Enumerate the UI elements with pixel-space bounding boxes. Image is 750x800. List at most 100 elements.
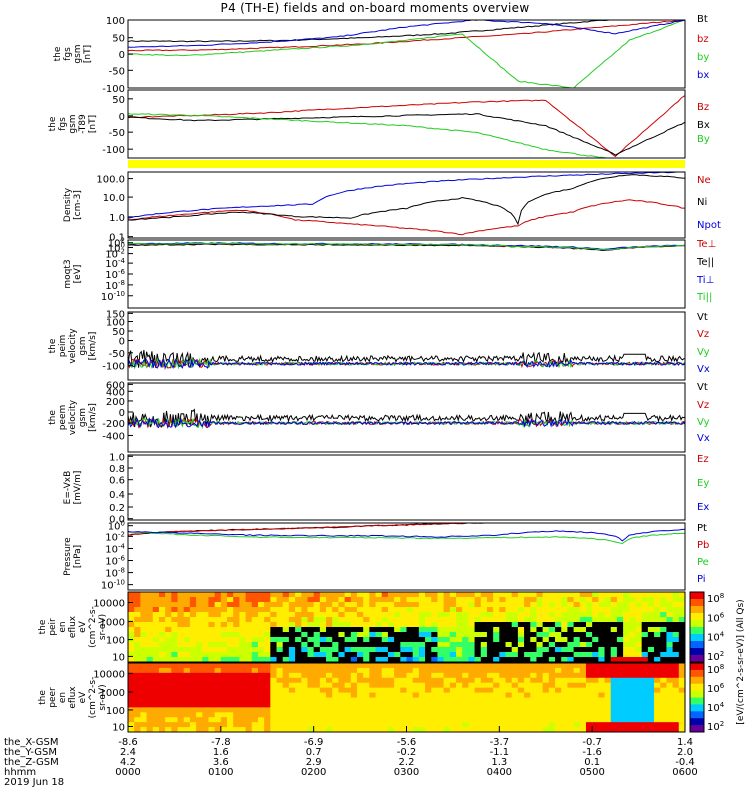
heatmap-cell (499, 637, 507, 643)
heatmap-cell (678, 627, 685, 633)
heatmap-cell (561, 692, 569, 699)
heatmap-cell (412, 642, 420, 648)
heatmap-cell (356, 657, 364, 662)
heatmap-cell (654, 652, 661, 658)
heatmap-cell (616, 672, 624, 679)
colorbar-segment (690, 697, 704, 705)
heatmap-cell (227, 707, 234, 713)
heatmap-cell (406, 722, 414, 728)
heatmap-cell (672, 652, 680, 658)
heatmap-cell (319, 682, 327, 689)
heatmap-cell (338, 622, 346, 628)
heatmap-cell (270, 707, 278, 713)
heatmap-cell (332, 727, 340, 732)
heatmap-cell (660, 647, 668, 653)
heatmap-cell (530, 727, 538, 732)
heatmap-cell (406, 687, 414, 694)
heatmap-cell (511, 607, 519, 613)
ytick-label: 50 (112, 34, 125, 45)
heatmap-cell (542, 697, 550, 704)
heatmap-cell (579, 637, 587, 643)
heatmap-cell (189, 652, 197, 658)
heatmap-cell (443, 652, 451, 658)
heatmap-cell (313, 682, 321, 689)
heatmap-cell (165, 667, 172, 674)
heatmap-cell (140, 702, 148, 708)
heatmap-cell (456, 677, 463, 684)
heatmap-cell (177, 697, 185, 704)
heatmap-cell (344, 697, 352, 704)
heatmap-cell (425, 657, 432, 662)
heatmap-cell (623, 677, 630, 684)
heatmap-cell (220, 692, 228, 699)
heatmap-cell (177, 727, 185, 732)
heatmap-cell (517, 712, 525, 718)
heatmap-cell (647, 642, 655, 648)
heatmap-cell (666, 617, 674, 623)
heatmap-cell (251, 597, 259, 603)
heatmap-cell (486, 607, 494, 613)
heatmap-cell (189, 632, 197, 638)
heatmap-cell (542, 592, 550, 598)
heatmap-cell (654, 602, 661, 608)
heatmap-cell (592, 597, 599, 603)
heatmap-cell (486, 612, 494, 618)
heatmap-cell (654, 687, 661, 694)
heatmap-cell (158, 677, 166, 684)
heatmap-cell (548, 687, 556, 694)
legend-ti⊥: Ti⊥ (696, 275, 714, 286)
heatmap-cell (616, 622, 624, 628)
heatmap-cell (623, 592, 630, 598)
heatmap-cell (623, 612, 630, 618)
heatmap-cell (134, 717, 141, 723)
heatmap-cell (462, 622, 469, 628)
series-line-bx (128, 20, 685, 48)
heatmap-cell (202, 607, 210, 613)
heatmap-cell (530, 717, 538, 723)
heatmap-cell (338, 592, 346, 598)
heatmap-cell (542, 602, 550, 608)
heatmap-cell (604, 672, 612, 679)
heatmap-cell (196, 647, 203, 653)
heatmap-cell (134, 627, 141, 633)
heatmap-cell (338, 727, 346, 732)
heatmap-cell (344, 692, 352, 699)
legend-vx: Vx (697, 433, 710, 444)
heatmap-cell (245, 682, 253, 689)
heatmap-cell (400, 642, 408, 648)
colorbar-segment (690, 690, 704, 698)
heatmap-cell (338, 607, 346, 613)
heatmap-cell (641, 657, 649, 662)
heatmap-cell (437, 592, 445, 598)
heatmap-cell (276, 667, 284, 674)
heatmap-cell (369, 622, 377, 628)
heatmap-cell (196, 727, 203, 732)
ytick-label: 1000 (100, 617, 125, 628)
heatmap-cell (183, 632, 191, 638)
heatmap-cell (579, 647, 587, 653)
heatmap-cell (257, 597, 265, 603)
heatmap-cell (288, 697, 296, 704)
heatmap-cell (567, 642, 575, 648)
heatmap-cell (332, 642, 340, 648)
heatmap-cell (177, 602, 185, 608)
heatmap-cell (282, 687, 290, 694)
heatmap-cell (381, 692, 389, 699)
panel-7-frame (127, 454, 686, 521)
heatmap-cell (505, 607, 513, 613)
heatmap-cell (678, 682, 685, 689)
heatmap-cell (555, 687, 562, 694)
heatmap-cell (425, 727, 432, 732)
panel-3-plotarea (128, 172, 685, 236)
heatmap-cell (555, 672, 562, 679)
heatmap-cell (146, 622, 154, 628)
heatmap-cell (641, 622, 649, 628)
panel-1 (127, 19, 686, 89)
heatmap-cell (369, 722, 377, 728)
heatmap-cell (604, 687, 612, 694)
heatmap-cell (654, 667, 661, 674)
heatmap-cell (270, 652, 278, 658)
x-row-value: 4.2 (120, 757, 136, 768)
heatmap-cell (146, 602, 154, 608)
heatmap-cell (251, 612, 259, 618)
